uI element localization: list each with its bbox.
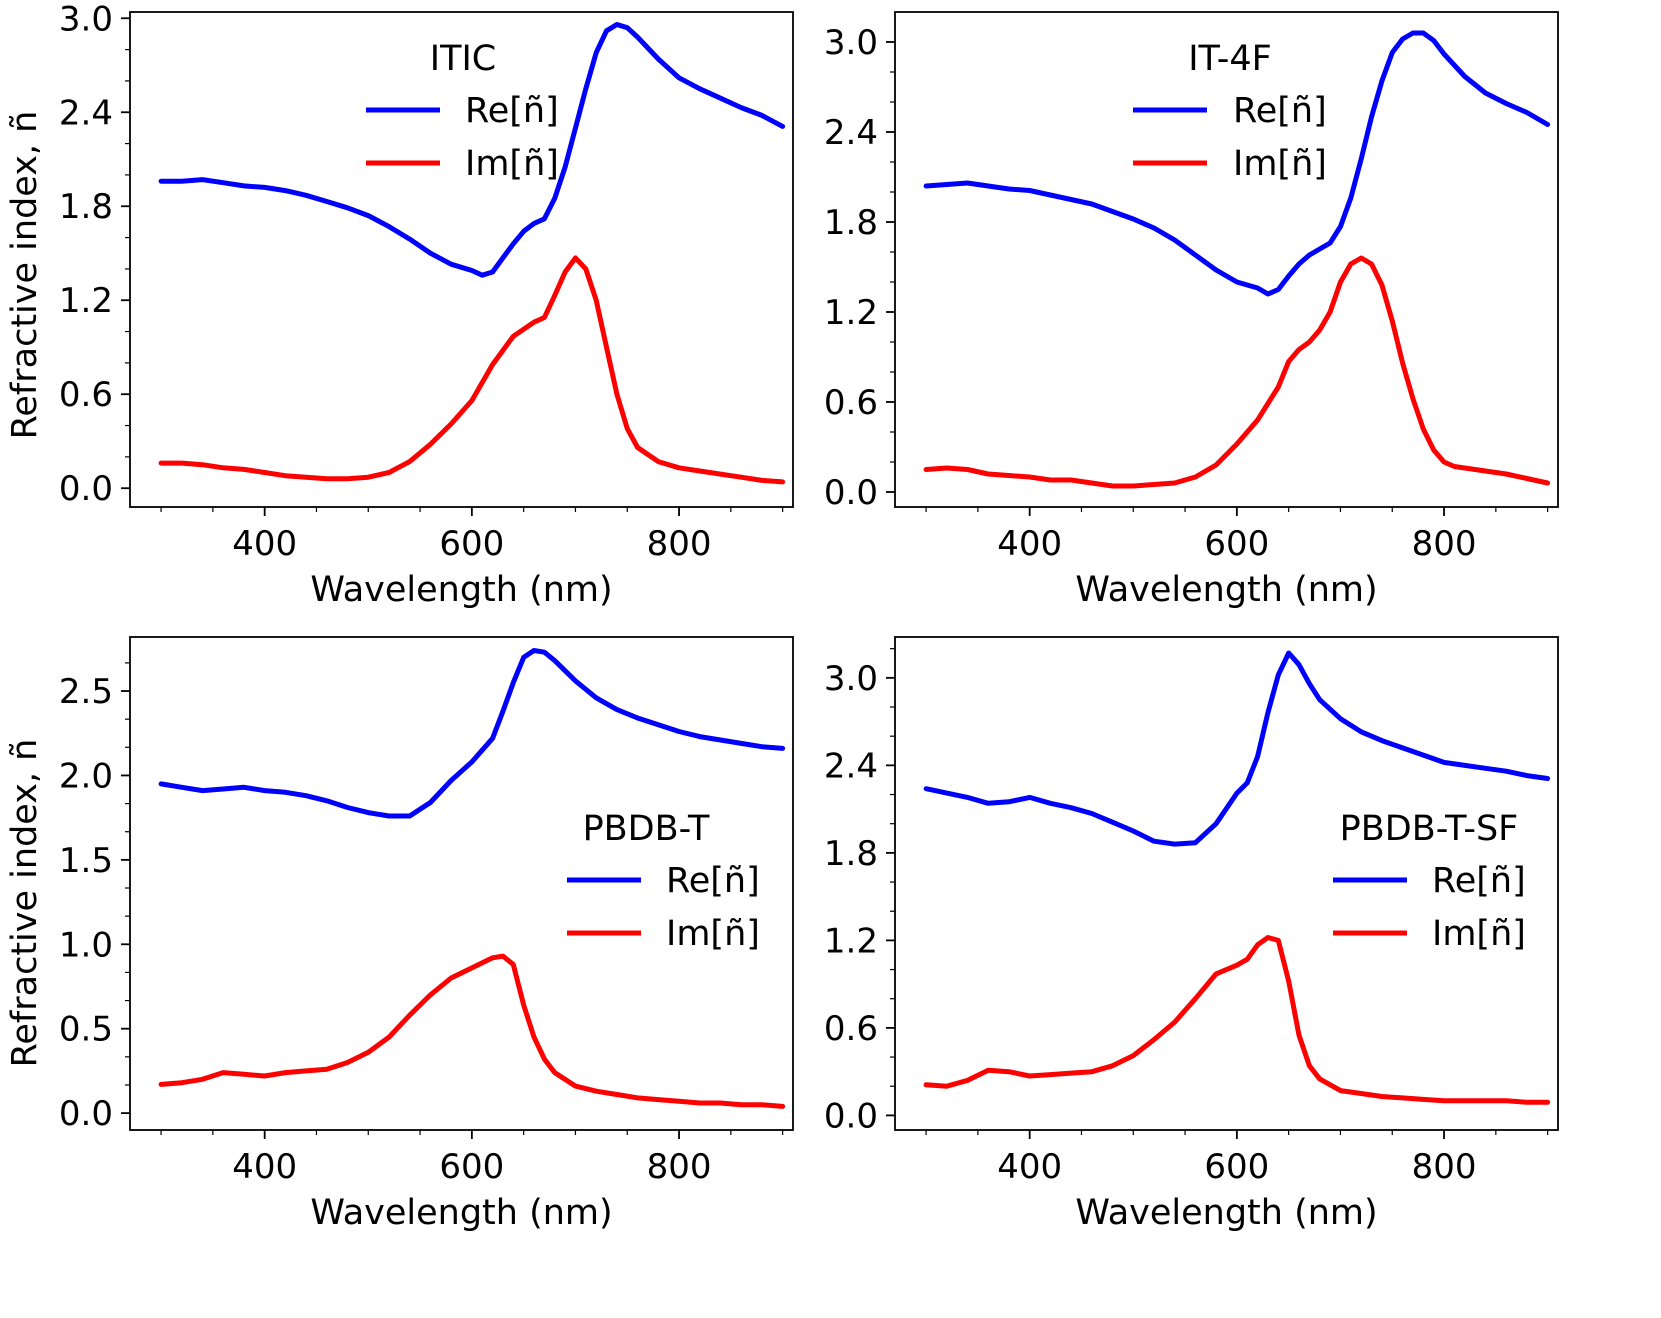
y-tick-label: 3.0 (59, 0, 113, 39)
y-tick-label: 1.8 (59, 187, 113, 227)
y-tick-label: 0.0 (59, 1094, 113, 1134)
panel-pbdb-t-sf: 400 600 800 0.0 0.6 1.2 1.8 2.4 3.0 Wavelength (n… (824, 636, 1559, 1233)
series-line-re (923, 650, 1551, 847)
y-tick-label: 2.4 (824, 113, 878, 153)
ylabel-bottom: Refractive index, ñ (5, 739, 45, 1068)
series-line-re (923, 30, 1551, 297)
y-tick-label: 1.2 (824, 293, 878, 333)
x-tick-label: 800 (1412, 524, 1477, 564)
y-tick-label: 3.0 (824, 23, 878, 63)
legend-label-re: Re[ñ] (465, 91, 559, 131)
legend-label-re: Re[ñ] (1233, 91, 1327, 131)
legend-title: ITIC (430, 39, 496, 79)
x-tick-label: 800 (1412, 1147, 1477, 1187)
legend-title: IT-4F (1188, 39, 1272, 79)
legend-label-im: Im[ñ] (666, 914, 760, 954)
legend-label-re: Re[ñ] (1432, 861, 1526, 901)
y-tick-label: 2.4 (59, 93, 113, 133)
y-tick-label: 0.0 (59, 469, 113, 509)
series-line-im (158, 953, 786, 1109)
y-tick-label: 1.8 (824, 834, 878, 874)
axes-frame (129, 636, 794, 1131)
legend-label-im: Im[ñ] (465, 144, 559, 184)
x-axis-label: Wavelength (nm) (1075, 1193, 1377, 1233)
x-axis-label: Wavelength (nm) (310, 1193, 612, 1233)
ylabel-top: Refractive index, ñ (5, 111, 45, 440)
axes-frame (129, 11, 794, 508)
x-tick-label: 400 (997, 1147, 1062, 1187)
x-axis-label: Wavelength (nm) (310, 570, 612, 610)
y-tick-label: 0.6 (824, 1009, 878, 1049)
legend-label-im: Im[ñ] (1233, 144, 1327, 184)
y-tick-label: 1.2 (824, 921, 878, 961)
panel-itic: 400 600 800 0.0 0.6 1.2 1.8 2.4 3.0 Wavelength (n… (59, 0, 794, 610)
y-tick-label: 0.6 (824, 383, 878, 423)
panel-pbdb-t: 400 600 800 0.0 0.5 1.0 1.5 2.0 2.5 Wavelength (n… (59, 636, 794, 1233)
y-tick-label: 3.0 (824, 659, 878, 699)
x-tick-label: 600 (1204, 1147, 1269, 1187)
y-tick-label: 1.2 (59, 281, 113, 321)
y-tick-label: 2.5 (59, 672, 113, 712)
legend-label-re: Re[ñ] (666, 861, 760, 901)
x-tick-label: 400 (997, 524, 1062, 564)
y-tick-label: 1.5 (59, 841, 113, 881)
series-line-re (158, 22, 786, 278)
y-tick-label: 0.6 (59, 375, 113, 415)
axes-frame (894, 636, 1559, 1131)
x-tick-label: 600 (439, 524, 504, 564)
y-tick-label: 2.4 (824, 746, 878, 786)
legend-title: PBDB-T (583, 809, 710, 849)
x-tick-label: 800 (647, 1147, 712, 1187)
y-tick-label: 1.8 (824, 203, 878, 243)
y-tick-label: 1.0 (59, 925, 113, 965)
x-axis-label: Wavelength (nm) (1075, 570, 1377, 610)
y-tick-label: 0.0 (824, 473, 878, 513)
legend-title: PBDB-T-SF (1340, 809, 1519, 849)
legend-label-im: Im[ñ] (1432, 914, 1526, 954)
y-tick-label: 0.5 (59, 1010, 113, 1050)
series-line-im (923, 935, 1551, 1105)
series-line-im (923, 255, 1551, 489)
axes-frame (894, 11, 1559, 508)
series-line-re (158, 648, 786, 819)
x-tick-label: 600 (1204, 524, 1269, 564)
x-tick-label: 600 (439, 1147, 504, 1187)
x-tick-label: 400 (232, 524, 297, 564)
y-tick-label: 0.0 (824, 1096, 878, 1136)
panel-it-4f: 400 600 800 0.0 0.6 1.2 1.8 2.4 3.0 Wavelength (n… (824, 11, 1559, 610)
series-line-im (158, 255, 786, 485)
x-tick-label: 400 (232, 1147, 297, 1187)
x-tick-label: 800 (647, 524, 712, 564)
y-tick-label: 2.0 (59, 756, 113, 796)
